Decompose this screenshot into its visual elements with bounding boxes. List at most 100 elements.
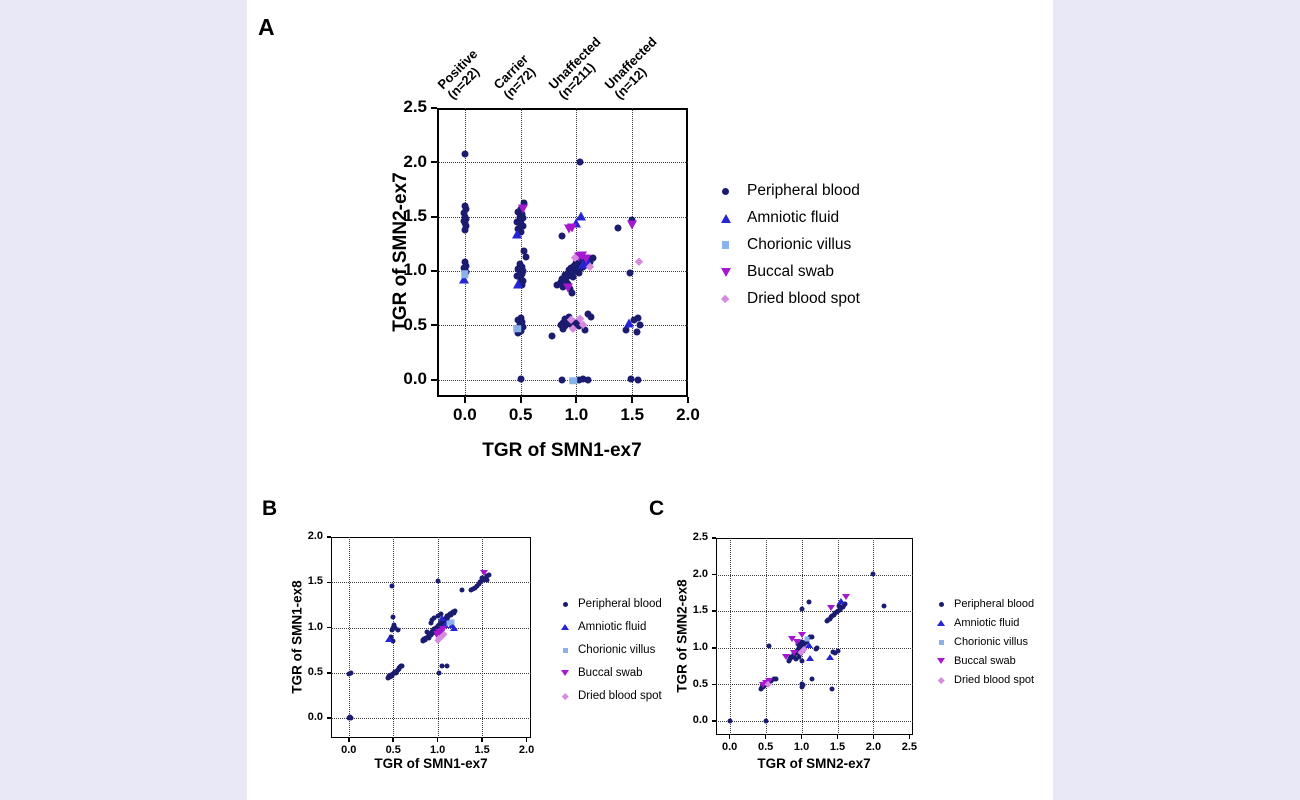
circle-marker-icon <box>727 718 733 724</box>
legend-item-label: Amniotic fluid <box>747 209 840 226</box>
gridline <box>393 537 395 738</box>
data-point <box>842 593 851 600</box>
data-point <box>426 635 432 640</box>
x-tick-label: 2.0 <box>676 405 700 424</box>
y-tick <box>712 720 716 722</box>
x-tick <box>800 735 803 739</box>
data-point <box>429 617 435 623</box>
diamond-marker-icon <box>561 692 569 700</box>
x-tick-label: 1.5 <box>474 744 490 756</box>
x-tick <box>687 397 689 403</box>
legend-marker <box>558 668 572 678</box>
data-point <box>563 224 574 234</box>
legend-item: Chorionic villus <box>558 644 655 656</box>
circle-marker-icon <box>809 676 815 682</box>
data-point <box>449 619 455 625</box>
triangle-up-marker-icon <box>826 654 835 661</box>
data-point <box>565 266 573 274</box>
legend-marker <box>558 599 572 609</box>
y-tick <box>431 269 437 272</box>
data-point <box>517 216 525 224</box>
data-point <box>570 253 580 263</box>
circle-marker-icon <box>424 629 430 635</box>
legend-marker <box>558 691 572 701</box>
y-tick <box>327 626 331 629</box>
circle-marker-icon <box>558 275 566 283</box>
gridline <box>716 574 913 576</box>
legend-item-label: Chorionic villus <box>954 636 1028 648</box>
data-point <box>479 575 485 581</box>
data-point <box>444 663 450 669</box>
data-point <box>634 376 642 384</box>
data-point <box>804 636 810 642</box>
y-tick <box>712 647 716 649</box>
data-point <box>348 670 354 676</box>
circle-marker-icon <box>806 599 812 605</box>
legend-item: Chorionic villus <box>934 636 1028 648</box>
data-point <box>436 634 443 641</box>
legend-item-label: Peripheral blood <box>578 598 662 610</box>
y-tick <box>431 378 437 381</box>
data-point <box>389 583 395 589</box>
y-tick-label: 1.5 <box>692 604 708 617</box>
legend-item: Chorionic villus <box>717 236 851 253</box>
x-tick <box>525 738 528 742</box>
gridline <box>331 718 531 720</box>
x-axis-title: TGR of SMN1-ex7 <box>482 440 642 461</box>
square-marker-icon <box>449 619 455 625</box>
gridline <box>348 537 350 738</box>
data-point <box>439 626 447 633</box>
y-tick <box>712 683 716 686</box>
y-tick-label: 2.0 <box>307 530 323 543</box>
circle-marker-icon <box>435 578 441 584</box>
y-tick-label: 2.5 <box>692 531 708 544</box>
legend-item: Buccal swab <box>717 263 834 280</box>
x-tick <box>836 735 839 739</box>
circle-marker-icon <box>461 226 469 234</box>
circle-marker-icon <box>558 232 566 240</box>
triangle-down-marker-icon <box>842 593 851 600</box>
circle-marker-icon <box>428 620 434 626</box>
data-point <box>513 279 524 289</box>
circle-marker-icon <box>435 613 441 619</box>
triangle-up-marker-icon <box>937 620 945 626</box>
legend-item: Amniotic fluid <box>717 209 840 226</box>
circle-marker-icon <box>836 603 842 609</box>
triangle-down-marker-icon <box>797 631 806 638</box>
circle-marker-icon <box>627 375 635 383</box>
circle-marker-icon <box>520 247 528 255</box>
data-point <box>384 636 393 643</box>
triangle-down-marker-icon <box>827 604 836 611</box>
circle-marker-icon <box>570 262 578 270</box>
circle-marker-icon <box>636 321 644 329</box>
y-tick <box>712 610 716 612</box>
data-point <box>806 655 815 662</box>
legend-marker <box>717 212 734 225</box>
legend-item: Amniotic fluid <box>934 617 1019 629</box>
circle-marker-icon <box>809 634 815 640</box>
data-point <box>518 270 526 278</box>
data-point <box>513 324 522 333</box>
gridline <box>716 611 913 613</box>
legend-marker <box>558 645 572 655</box>
data-point <box>435 625 441 631</box>
gridline <box>464 108 466 397</box>
data-point <box>522 253 530 261</box>
legend-item-label: Dried blood spot <box>578 690 662 702</box>
circle-marker-icon <box>799 639 805 645</box>
data-point <box>566 315 576 325</box>
x-tick <box>463 397 466 403</box>
triangle-down-marker-icon <box>479 570 488 577</box>
data-point <box>479 570 488 577</box>
data-point <box>793 638 802 645</box>
legend-item: Amniotic fluid <box>558 621 646 633</box>
diamond-marker-icon <box>797 649 805 656</box>
data-point <box>439 663 445 669</box>
data-point <box>391 622 397 628</box>
circle-marker-icon <box>429 617 435 623</box>
diamond-marker-icon <box>937 676 945 684</box>
legend-marker <box>934 656 948 666</box>
circle-marker-icon <box>520 199 528 207</box>
circle-marker-icon <box>634 314 642 322</box>
diamond-marker-icon <box>570 253 580 263</box>
